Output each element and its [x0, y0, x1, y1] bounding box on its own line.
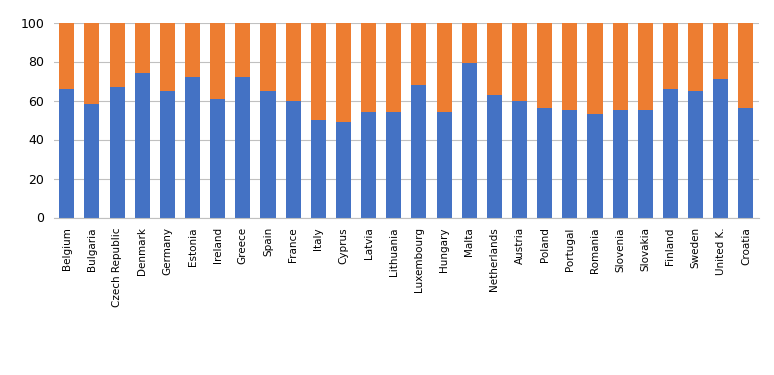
- Bar: [688, 22, 703, 91]
- Bar: [286, 22, 300, 100]
- Bar: [260, 22, 276, 91]
- Bar: [411, 22, 426, 85]
- Bar: [437, 112, 451, 218]
- Bar: [210, 99, 225, 218]
- Bar: [159, 91, 175, 218]
- Bar: [336, 122, 351, 218]
- Bar: [135, 73, 149, 217]
- Bar: [512, 22, 527, 100]
- Bar: [411, 85, 426, 218]
- Bar: [84, 22, 99, 104]
- Bar: [638, 22, 652, 110]
- Bar: [537, 22, 552, 108]
- Bar: [60, 89, 74, 218]
- Bar: [210, 22, 225, 99]
- Bar: [361, 112, 376, 218]
- Bar: [461, 22, 477, 63]
- Bar: [437, 22, 451, 112]
- Bar: [60, 22, 74, 89]
- Bar: [135, 22, 149, 73]
- Bar: [386, 22, 401, 112]
- Bar: [310, 22, 326, 120]
- Bar: [663, 89, 678, 218]
- Bar: [562, 22, 577, 110]
- Bar: [487, 94, 502, 218]
- Bar: [235, 77, 251, 218]
- Bar: [110, 87, 125, 218]
- Bar: [185, 22, 200, 77]
- Bar: [638, 110, 652, 218]
- Bar: [487, 22, 502, 94]
- Bar: [713, 79, 728, 218]
- Bar: [361, 22, 376, 112]
- Bar: [461, 63, 477, 217]
- Bar: [159, 22, 175, 91]
- Bar: [612, 110, 628, 218]
- Bar: [386, 112, 401, 218]
- Bar: [185, 77, 200, 218]
- Bar: [537, 108, 552, 217]
- Bar: [738, 108, 753, 217]
- Bar: [235, 22, 251, 77]
- Bar: [587, 22, 602, 114]
- Bar: [562, 110, 577, 218]
- Bar: [336, 22, 351, 122]
- Bar: [663, 22, 678, 89]
- Bar: [310, 120, 326, 218]
- Bar: [688, 91, 703, 218]
- Bar: [612, 22, 628, 110]
- Bar: [713, 22, 728, 79]
- Bar: [738, 22, 753, 108]
- Bar: [260, 91, 276, 218]
- Bar: [512, 100, 527, 218]
- Bar: [286, 100, 300, 218]
- Bar: [110, 22, 125, 87]
- Bar: [84, 104, 99, 218]
- Bar: [587, 114, 602, 218]
